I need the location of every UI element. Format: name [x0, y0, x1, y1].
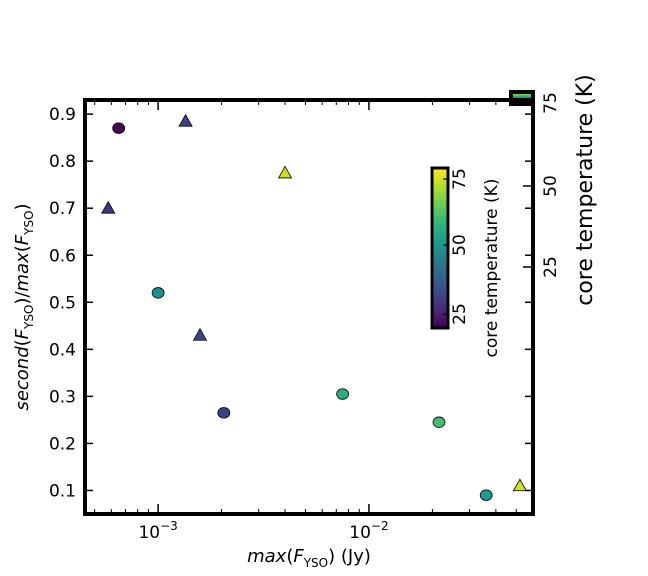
y-axis-label-sub1: YSO	[22, 305, 36, 330]
colorbar-inner: 25 50 75	[430, 166, 470, 330]
y-tick-label: 0.7	[49, 199, 76, 219]
y-tick-label: 0.4	[49, 340, 76, 360]
colorbar-inner-gradient	[430, 166, 450, 330]
data-points	[101, 113, 528, 501]
triangle-point	[101, 200, 116, 214]
circle-point	[479, 489, 493, 501]
y-tick-label: 0.5	[49, 293, 76, 313]
y-tick-label: 0.1	[49, 481, 76, 501]
x-axis-label-func: max	[247, 546, 287, 567]
colorbar-inner-tick-label: 50	[450, 234, 470, 256]
y-tick-label: 0.6	[49, 246, 76, 266]
plot-frame	[83, 98, 535, 516]
circle-point	[217, 407, 231, 419]
y-axis-label-sub2: YSO	[22, 210, 36, 235]
colorbar-inner-label: core temperature (K)	[482, 179, 502, 358]
y-tick-label: 0.3	[49, 387, 76, 407]
colorbar-inner-tick-label: 75	[450, 168, 470, 190]
colorbar-outer-label: core temperature (K)	[573, 74, 598, 306]
triangle-point	[512, 478, 528, 492]
y-axis-label-var2: F	[12, 234, 33, 245]
triangle-point	[178, 113, 193, 127]
axis-ticks: 0.1 0.2 0.3 0.4 0.5 0.6 0.7 0.8 0.9 10−3 10−2	[49, 100, 533, 543]
circle-point	[112, 122, 126, 134]
colorbar-outer-tick-label: 75	[541, 92, 561, 114]
x-tick-label: 10−3	[138, 519, 177, 543]
triangle-point	[277, 165, 293, 179]
x-axis-label-sub: YSO	[303, 556, 328, 570]
colorbar-outer-tick-label: 50	[541, 175, 561, 197]
y-tick-label: 0.2	[49, 434, 76, 454]
y-tick-label: 0.9	[49, 105, 76, 125]
circle-point	[432, 416, 446, 428]
y-axis-label: second(FYSO)/max(FYSO)	[12, 203, 36, 410]
colorbar-outer-tick-label: 25	[541, 256, 561, 278]
triangle-point	[192, 327, 208, 341]
circle-point	[336, 388, 350, 400]
x-axis-label-unit: (Jy)	[341, 546, 371, 567]
x-tick-label: 10−2	[349, 519, 388, 543]
x-axis-label: max(FYSO) (Jy)	[247, 546, 371, 570]
y-axis-label-func1: second	[12, 346, 33, 411]
colorbar-outer: 25 50 75	[509, 90, 561, 278]
y-axis-label-var1: F	[12, 328, 33, 339]
circle-point	[151, 287, 165, 299]
x-axis-label-var: F	[293, 546, 304, 567]
y-axis-label-func2: max	[12, 252, 33, 292]
colorbar-inner-tick-label: 25	[450, 303, 470, 325]
y-tick-label: 0.8	[49, 152, 76, 172]
